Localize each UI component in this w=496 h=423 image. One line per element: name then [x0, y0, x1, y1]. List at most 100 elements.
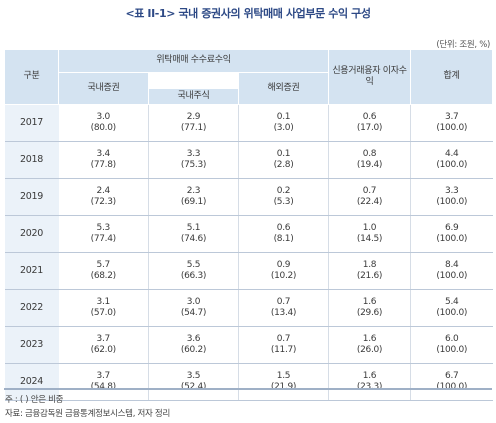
cell-domestic-securities: 2.4 (72.3)	[58, 178, 149, 216]
cell-total: 3.3 (100.0)	[410, 178, 493, 216]
value-share: (14.5)	[356, 234, 383, 244]
cell-year: 2017	[4, 104, 59, 142]
cell-domestic-securities: 5.7 (68.2)	[58, 252, 149, 290]
cell-credit-interest: 0.8 (19.4)	[328, 141, 412, 179]
cell-total: 6.7 (100.0)	[410, 363, 493, 401]
value-amount: 2.3	[186, 186, 201, 197]
value-amount: 6.7	[445, 371, 459, 382]
value-amount: 6.0	[445, 334, 459, 345]
cell-domestic-stocks: 3.3 (75.3)	[148, 141, 239, 179]
value-share: (22.4)	[356, 197, 383, 207]
value-amount: 0.7	[362, 186, 377, 197]
value-amount: 5.4	[445, 297, 459, 308]
value-amount: 0.6	[362, 112, 377, 123]
value-amount: 4.4	[445, 149, 459, 160]
revenue-table: 구분 위탁매매 수수료수익 신용거래융자 이자수익 합계 국내증권 해외증권 국…	[4, 49, 494, 401]
value-amount: 3.7	[96, 371, 111, 382]
value-amount: 0.9	[276, 260, 291, 271]
value-share: (100.0)	[436, 197, 468, 207]
value-amount: 3.0	[96, 112, 111, 123]
cell-credit-interest: 1.6 (26.0)	[328, 326, 412, 364]
value-share: (77.8)	[90, 160, 117, 170]
value-amount: 3.4	[96, 149, 111, 160]
cell-credit-interest: 0.6 (17.0)	[328, 104, 412, 142]
value-share: (72.3)	[90, 197, 117, 207]
value-amount: 1.6	[362, 297, 377, 308]
cell-credit-interest: 1.0 (14.5)	[328, 215, 412, 253]
value-share: (77.1)	[180, 123, 207, 133]
cell-credit-interest: 1.6 (29.6)	[328, 289, 412, 327]
cell-domestic-securities: 3.7 (54.8)	[58, 363, 149, 401]
table-row: 2023 3.7 (62.0) 3.6 (60.2) 0.7 (11.7) 1.6 (26.0)…	[4, 326, 493, 364]
cell-overseas-securities: 0.2 (5.3)	[238, 178, 330, 216]
header-domestic-securities: 국내증권	[58, 72, 149, 105]
value-share: (54.7)	[180, 308, 207, 318]
value-share: (23.3)	[356, 382, 383, 392]
header-domestic-stocks: 국내주식	[148, 88, 239, 105]
value-share: (100.0)	[436, 160, 468, 170]
value-share: (2.8)	[273, 160, 294, 170]
cell-domestic-stocks: 3.6 (60.2)	[148, 326, 239, 364]
value-share: (80.0)	[90, 123, 117, 133]
value-share: (10.2)	[270, 271, 297, 281]
unit-label: (단위: 조원, %)	[436, 40, 490, 50]
value-amount: 1.6	[362, 334, 377, 345]
cell-total: 6.9 (100.0)	[410, 215, 493, 253]
table-bottom-border	[4, 388, 492, 390]
cell-total: 5.4 (100.0)	[410, 289, 493, 327]
table-row: 2024 3.7 (54.8) 3.5 (52.4) 1.5 (21.9) 1.6 (23.3)…	[4, 363, 493, 401]
value-amount: 0.7	[276, 297, 291, 308]
value-share: (100.0)	[436, 308, 468, 318]
value-amount: 3.0	[186, 297, 201, 308]
value-amount: 5.5	[186, 260, 201, 271]
header-brokerage-group: 위탁매매 수수료수익	[57, 49, 330, 73]
value-share: (60.2)	[180, 345, 207, 355]
value-amount: 0.2	[276, 186, 291, 197]
value-share: (21.6)	[356, 271, 383, 281]
value-amount: 0.8	[362, 149, 377, 160]
header-year: 구분	[4, 49, 59, 105]
value-share: (11.7)	[270, 345, 297, 355]
value-amount: 3.5	[186, 371, 201, 382]
header-overseas-securities: 해외증권	[237, 72, 330, 105]
cell-total: 6.0 (100.0)	[410, 326, 493, 364]
table-title: <표 II-1> 국내 증권사의 위탁매매 사업부문 수익 구성	[125, 7, 371, 20]
cell-overseas-securities: 0.7 (13.4)	[238, 289, 330, 327]
value-amount: 0.1	[276, 149, 291, 160]
cell-year: 2024	[4, 363, 59, 401]
value-amount: 3.3	[445, 186, 459, 197]
table-row: 2022 3.1 (57.0) 3.0 (54.7) 0.7 (13.4) 1.6 (29.6)…	[4, 289, 493, 327]
cell-credit-interest: 0.7 (22.4)	[328, 178, 412, 216]
cell-domestic-stocks: 3.5 (52.4)	[148, 363, 239, 401]
value-share: (100.0)	[436, 234, 468, 244]
header-credit-interest: 신용거래융자 이자수익	[328, 49, 412, 105]
value-share: (57.0)	[90, 308, 117, 318]
value-share: (100.0)	[436, 123, 468, 133]
cell-domestic-securities: 3.7 (62.0)	[58, 326, 149, 364]
value-share: (17.0)	[356, 123, 383, 133]
value-amount: 5.7	[96, 260, 111, 271]
cell-total: 4.4 (100.0)	[410, 141, 493, 179]
value-amount: 0.1	[276, 112, 291, 123]
value-share: (77.4)	[90, 234, 117, 244]
value-amount: 3.3	[186, 149, 201, 160]
value-amount: 0.6	[276, 223, 291, 234]
value-amount: 5.1	[186, 223, 201, 234]
cell-domestic-stocks: 3.0 (54.7)	[148, 289, 239, 327]
value-amount: 3.6	[186, 334, 201, 345]
value-share: (29.6)	[356, 308, 383, 318]
cell-domestic-securities: 5.3 (77.4)	[58, 215, 149, 253]
table-row: 2019 2.4 (72.3) 2.3 (69.1) 0.2 (5.3) 0.7 (22.4) 3…	[4, 178, 493, 216]
cell-overseas-securities: 0.6 (8.1)	[238, 215, 330, 253]
cell-total: 3.7 (100.0)	[410, 104, 493, 142]
value-share: (100.0)	[436, 345, 468, 355]
value-share: (100.0)	[436, 382, 468, 392]
value-share: (13.4)	[270, 308, 297, 318]
cell-overseas-securities: 1.5 (21.9)	[238, 363, 330, 401]
cell-year: 2018	[4, 141, 59, 179]
cell-domestic-securities: 3.4 (77.8)	[58, 141, 149, 179]
cell-year: 2023	[4, 326, 59, 364]
value-amount: 8.4	[445, 260, 459, 271]
cell-year: 2019	[4, 178, 59, 216]
cell-overseas-securities: 0.1 (2.8)	[238, 141, 330, 179]
